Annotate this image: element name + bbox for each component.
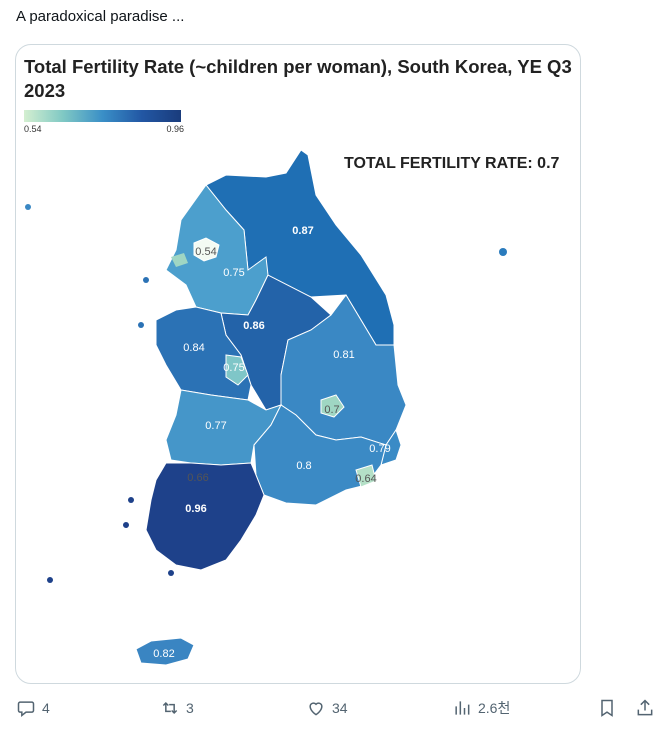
region-value-label: 0.84 [183,342,204,354]
region-jeonnam [145,462,265,571]
island-dot [47,577,53,583]
legend-max-label: 0.96 [166,124,184,134]
total-fertility-annotation: TOTAL FERTILITY RATE: 0.7 [344,155,560,172]
post-actions: 4 3 34 2.6천 [0,698,671,728]
bar-chart-icon [455,701,470,715]
island-dot [143,277,149,283]
share-button[interactable] [635,698,655,718]
views-button[interactable]: 2.6천 [452,698,510,718]
korea-map: 0.87 0.54 0.75 0.86 0.84 0.75 0.81 0.7 0… [25,149,507,666]
repost-icon [162,701,178,715]
legend-gradient [24,110,181,122]
bookmark-icon [601,699,613,717]
region-value-label: 0.64 [355,473,376,485]
region-daejeon [225,354,249,386]
region-busan [355,464,377,488]
reply-icon [17,701,35,718]
region-value-label: 0.66 [187,472,208,484]
color-legend: 0.54 0.96 [24,110,184,136]
region-value-label: 0.75 [223,267,244,279]
media-card[interactable]: Total Fertility Rate (~children per woma… [15,44,581,684]
region-value-label: 0.86 [243,320,264,332]
reply-count: 4 [42,700,50,716]
island-dot [128,497,134,503]
region-value-label: 0.79 [369,443,390,455]
repost-count: 3 [186,700,194,716]
region-jeonbuk [165,389,282,466]
region-value-label: 0.77 [205,420,226,432]
chart-title: Total Fertility Rate (~children per woma… [24,56,572,101]
island-dot [138,322,144,328]
island-dot [123,522,129,528]
region-jeju [135,637,195,666]
region-seoul [193,237,220,262]
like-count: 34 [332,700,348,716]
island-dot [168,570,174,576]
share-icon [637,699,653,716]
bookmark-button[interactable] [597,698,617,718]
like-button[interactable]: 34 [306,698,348,718]
region-value-label: 0.96 [185,503,206,515]
legend-min-label: 0.54 [24,124,42,134]
region-value-label: 0.87 [292,225,313,237]
region-daegu [320,394,345,418]
repost-button[interactable]: 3 [160,698,194,718]
island-dot [25,204,31,210]
region-value-label: 0.54 [195,246,216,258]
heart-icon [309,702,323,716]
reply-button[interactable]: 4 [16,698,50,718]
region-value-label: 0.8 [296,460,311,472]
region-value-label: 0.75 [223,362,244,374]
region-incheon [171,253,188,267]
region-value-label: 0.7 [324,404,339,416]
post-text: A paradoxical paradise ... [16,8,185,25]
views-count: 2.6천 [478,700,511,716]
region-gyeongnam [253,404,387,506]
island-dot [499,248,507,256]
region-value-label: 0.81 [333,349,354,361]
region-value-label: 0.82 [153,648,174,660]
